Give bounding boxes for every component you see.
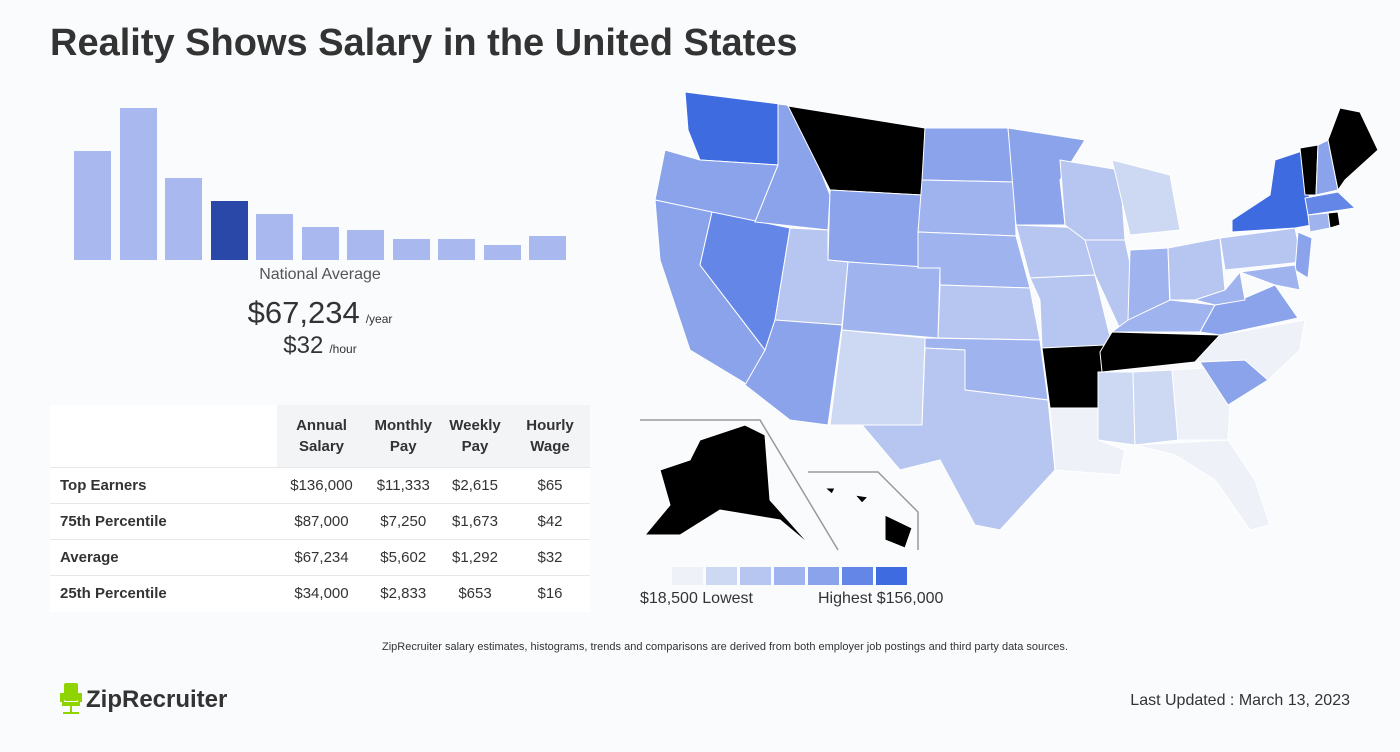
hourly-unit: /hour [329,342,357,356]
state-ky[interactable] [1110,299,1216,333]
salary-histogram [74,100,568,260]
national-average-hourly: $32/hour [50,332,590,360]
state-hi1[interactable] [823,487,836,495]
histogram-bar [256,214,293,260]
state-co[interactable] [841,261,941,339]
state-md[interactable] [1239,264,1301,291]
state-oh[interactable] [1167,237,1226,301]
ziprecruiter-logo[interactable]: ZipRecruiter [60,683,227,717]
histogram-bar [347,229,384,260]
data-source-note: ZipRecruiter salary estimates, histogram… [382,641,1068,653]
hourly-value: $32 [283,332,324,359]
state-tn[interactable] [1099,331,1222,373]
header-monthly: Monthly Pay [366,405,440,468]
table-cell: $67,234 [276,539,367,576]
state-ms[interactable] [1097,371,1136,446]
header-hourly: Hourly Wage [510,405,590,468]
table-cell: $87,000 [276,503,367,540]
state-mi[interactable] [1111,159,1181,236]
legend-lowest: $18,500 Lowest [640,590,753,607]
state-fl[interactable] [1134,439,1271,531]
table-cell: $7,250 [366,503,440,540]
histogram-bar [301,226,339,260]
legend-swatch [672,567,703,585]
legend-swatch [740,567,771,585]
table-cell: $32 [510,539,590,576]
state-al[interactable] [1132,369,1179,446]
legend-swatch [774,567,805,585]
table-cell: $653 [440,575,510,612]
legend-highest: Highest $156,000 [818,590,944,607]
table-cell: $34,000 [276,575,367,612]
row-label: 75th Percentile [50,503,277,540]
header-blank [50,405,277,468]
histogram-bar [74,150,111,260]
table-cell: $1,292 [440,539,510,576]
row-label: Top Earners [50,467,277,504]
table-cell: $136,000 [276,467,367,504]
state-wa[interactable] [684,91,781,166]
table-cell: $16 [510,575,590,612]
legend-swatch [808,567,839,585]
legend-swatch [706,567,737,585]
hawaii-inset-border [808,471,919,550]
chair-icon [60,683,82,714]
annual-unit: /year [365,312,393,326]
brand-name: ZipRecruiter [86,686,228,713]
table-row: 25th Percentile $34,000 $2,833 $653 $16 [50,575,590,612]
histogram-bar [165,177,202,260]
row-label: 25th Percentile [50,575,277,612]
state-ma[interactable] [1304,191,1357,216]
header-weekly: Weekly Pay [440,405,510,468]
table-cell: $42 [510,503,590,540]
annual-value: $67,234 [247,295,360,330]
state-ar[interactable] [1041,344,1106,409]
state-wv[interactable] [1193,270,1246,306]
table-row: 75th Percentile $87,000 $7,250 $1,673 $42 [50,503,590,540]
state-hi3[interactable] [884,514,913,549]
map-legend [672,567,907,585]
header-annual: Annual Salary [276,405,367,468]
state-ny[interactable] [1231,149,1313,233]
histogram-bar [119,108,157,260]
state-tx[interactable] [860,347,1056,531]
histogram-bar [529,235,566,260]
state-nd[interactable] [921,127,1015,183]
legend-swatch [876,567,907,585]
table-cell: $65 [510,467,590,504]
state-mn[interactable] [1007,127,1086,226]
national-average-annual: $67,234/year [50,295,590,331]
table-cell: $5,602 [366,539,440,576]
state-pa[interactable] [1219,227,1303,271]
state-me[interactable] [1327,107,1379,192]
state-ri[interactable] [1327,211,1341,229]
table-cell: $11,333 [366,467,440,504]
histogram-bar [392,238,430,260]
histogram-bar [483,244,521,260]
histogram-bar [210,200,248,260]
last-updated: Last Updated : March 13, 2023 [1130,692,1350,709]
state-ks[interactable] [937,284,1041,341]
table-cell: $2,615 [440,467,510,504]
state-nj[interactable] [1294,231,1313,279]
state-ak[interactable] [643,424,811,546]
table-cell: $2,833 [366,575,440,612]
table-row: Top Earners $136,000 $11,333 $2,615 $65 [50,467,590,504]
state-sd[interactable] [917,179,1017,237]
legend-swatch [842,567,873,585]
state-hi2[interactable] [853,494,870,504]
national-average-label: National Average [259,266,381,283]
table-cell: $1,673 [440,503,510,540]
row-label: Average [50,539,277,576]
us-salary-map [640,91,1379,551]
alaska-inset-border [640,419,839,551]
page-title: Reality Shows Salary in the United State… [50,22,798,64]
salary-table: Annual Salary Monthly Pay Weekly Pay Hou… [50,405,590,612]
state-wy[interactable] [827,189,923,269]
state-nm[interactable] [829,329,926,426]
table-row: Average $67,234 $5,602 $1,292 $32 [50,539,590,576]
state-ct[interactable] [1307,212,1331,233]
histogram-bar [438,238,475,260]
